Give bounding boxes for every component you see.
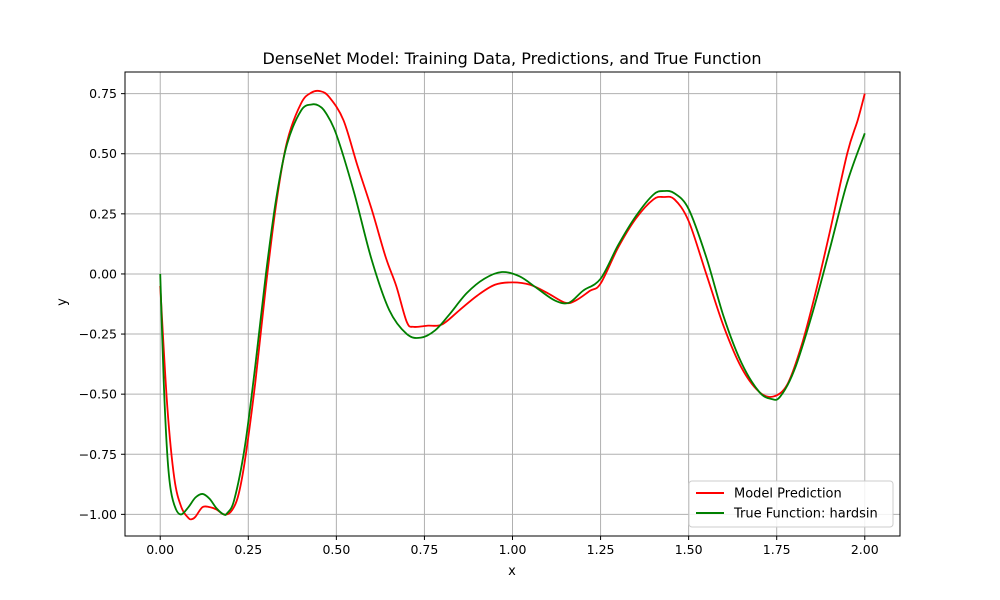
axis-ticks: 0.00 0.25 0.50 0.75 1.00 1.25 1.50 1.75 2.00 −1.0… (79, 86, 879, 557)
x-axis-label: x (508, 564, 516, 579)
x-tick-label: 0.75 (411, 542, 439, 557)
x-tick-label: 1.25 (587, 542, 615, 557)
x-tick-label: 0.00 (146, 542, 174, 557)
legend-label-true-function: True Function: hardsin (733, 507, 878, 522)
y-tick-label: −0.25 (79, 327, 117, 342)
x-tick-label: 1.50 (675, 542, 703, 557)
x-tick-label: 2.00 (851, 542, 879, 557)
y-tick-label: −0.75 (79, 447, 117, 462)
y-tick-label: 0.75 (89, 86, 117, 101)
y-tick-label: 0.50 (89, 146, 117, 161)
y-tick-label: −0.50 (79, 387, 117, 402)
y-tick-label: −1.00 (79, 507, 117, 522)
x-tick-label: 0.50 (322, 542, 350, 557)
legend-label-model-prediction: Model Prediction (734, 487, 842, 502)
x-tick-label: 1.75 (763, 542, 791, 557)
chart-title: DenseNet Model: Training Data, Predictio… (262, 49, 761, 68)
y-axis-label: y (55, 298, 70, 306)
series-line-true-function (159, 103, 866, 516)
series-group (159, 89, 866, 521)
y-tick-label: 0.25 (89, 206, 117, 221)
x-tick-label: 0.25 (234, 542, 262, 557)
legend: Model Prediction True Function: hardsin (688, 480, 894, 528)
x-tick-label: 1.00 (499, 542, 527, 557)
legend-box (688, 480, 894, 528)
y-tick-label: 0.00 (89, 266, 117, 281)
